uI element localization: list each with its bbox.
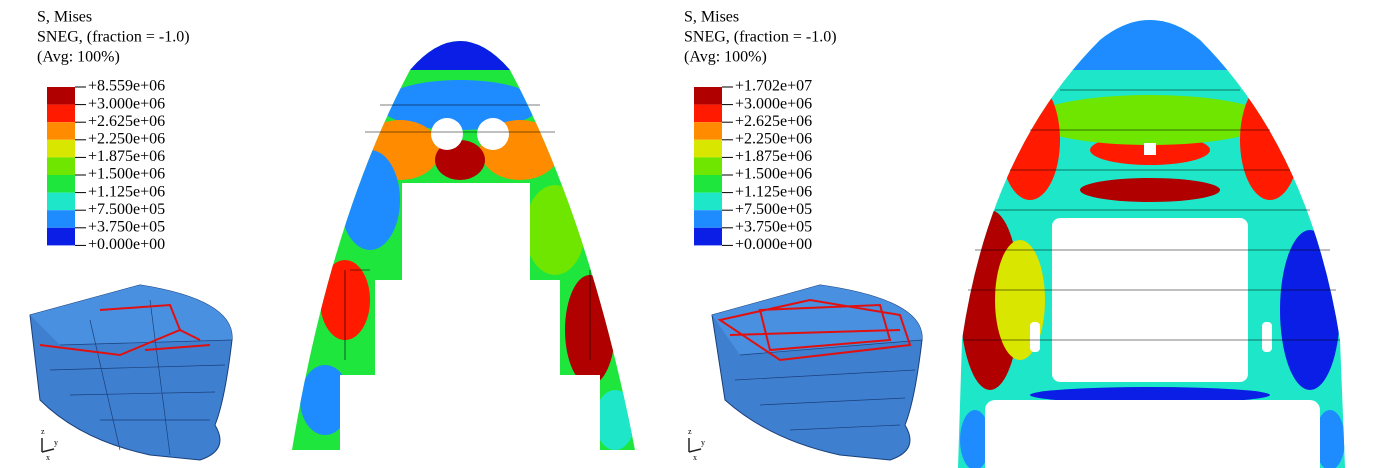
triad-axis — [41, 448, 55, 453]
legend-label: +0.000e+00 — [735, 236, 812, 253]
legend-title: SNEG, (fraction = -1.0) — [37, 29, 190, 46]
legend-band — [47, 122, 75, 140]
legend-label: +3.000e+06 — [88, 95, 165, 112]
legend-title: SNEG, (fraction = -1.0) — [684, 29, 837, 46]
legend-title: (Avg: 100%) — [684, 49, 767, 66]
legend-band — [694, 175, 722, 193]
legend-label: +2.625e+06 — [735, 113, 812, 130]
legend-band — [47, 139, 75, 158]
legend-label: +1.500e+06 — [88, 166, 165, 183]
triad-axis — [688, 448, 702, 453]
legend-label: +7.500e+05 — [735, 201, 812, 218]
legend-label: +1.702e+07 — [735, 78, 812, 95]
legend-label: +7.500e+05 — [88, 201, 165, 218]
legend-label: +0.000e+00 — [88, 236, 165, 253]
legend-band — [694, 104, 722, 123]
hull-model — [711, 284, 923, 461]
legend-band — [694, 139, 722, 158]
legend-band — [694, 210, 722, 228]
legend-band — [694, 122, 722, 140]
legend-band — [694, 227, 722, 246]
legend-label: +1.500e+06 — [735, 166, 812, 183]
legend-band — [47, 227, 75, 246]
triad-label: y — [54, 438, 58, 447]
legend-label: +1.125e+06 — [735, 183, 812, 200]
legend-label: +2.625e+06 — [88, 113, 165, 130]
triad-label: x — [46, 453, 50, 462]
stress-contour — [958, 20, 1345, 468]
legend-title: (Avg: 100%) — [37, 49, 120, 66]
legend-label: +2.250e+06 — [735, 130, 812, 147]
legend-label: +3.750e+05 — [735, 218, 812, 235]
legend-band — [47, 157, 75, 175]
legend-label: +1.875e+06 — [88, 148, 165, 165]
legend-band — [694, 157, 722, 175]
legend-band — [47, 104, 75, 123]
stress-contour — [292, 41, 635, 450]
legend-label: +1.875e+06 — [735, 148, 812, 165]
legend-label: +3.750e+05 — [88, 218, 165, 235]
legend-band — [47, 87, 75, 105]
triad-label: x — [693, 453, 697, 462]
legend-label: +1.125e+06 — [88, 183, 165, 200]
legend-label: +3.000e+06 — [735, 95, 812, 112]
hull-model — [29, 284, 233, 461]
triad-label: z — [688, 427, 692, 436]
legend-band — [47, 192, 75, 211]
legend-label: +2.250e+06 — [88, 130, 165, 147]
legend-band — [47, 175, 75, 193]
legend-band — [694, 192, 722, 211]
legend-title: S, Mises — [37, 9, 92, 26]
legend-band — [47, 210, 75, 228]
triad-label: y — [701, 438, 705, 447]
legend-title: S, Mises — [684, 9, 739, 26]
triad-label: z — [41, 427, 45, 436]
legend-label: +8.559e+06 — [88, 78, 165, 95]
legend-band — [694, 87, 722, 105]
